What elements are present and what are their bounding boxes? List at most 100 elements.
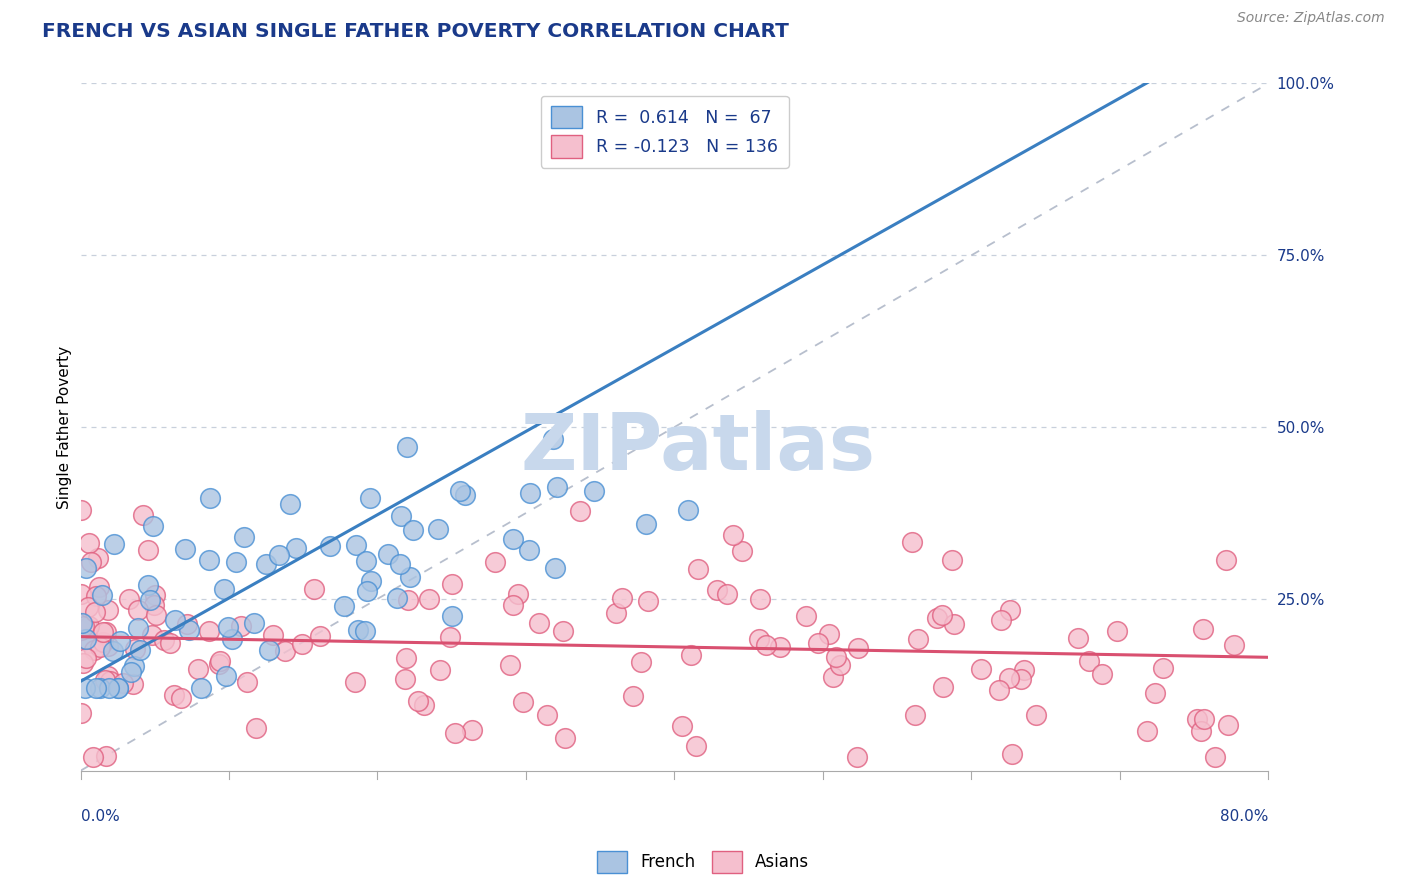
Point xyxy=(221,632,243,646)
Point xyxy=(163,688,186,702)
Point xyxy=(72,656,94,670)
Point xyxy=(245,721,267,735)
Point xyxy=(716,587,738,601)
Point xyxy=(441,576,464,591)
Point xyxy=(569,504,592,518)
Point xyxy=(118,591,141,606)
Point xyxy=(1107,624,1129,638)
Text: ZIPatlas: ZIPatlas xyxy=(520,409,876,485)
Point xyxy=(846,640,869,655)
Legend: French, Asians: French, Asians xyxy=(591,845,815,880)
Point xyxy=(254,557,277,571)
Point xyxy=(257,642,280,657)
Point xyxy=(990,613,1012,627)
Point xyxy=(73,619,96,633)
Point xyxy=(87,580,110,594)
Point xyxy=(502,532,524,546)
Point xyxy=(406,694,429,708)
Point xyxy=(208,657,231,672)
Point xyxy=(177,623,200,637)
Point xyxy=(748,592,770,607)
Point xyxy=(347,623,370,637)
Point xyxy=(506,587,529,601)
Point xyxy=(721,527,744,541)
Point xyxy=(136,578,159,592)
Point xyxy=(931,607,953,622)
Point xyxy=(388,557,411,571)
Point xyxy=(141,628,163,642)
Point xyxy=(502,598,524,612)
Point xyxy=(77,619,100,633)
Point xyxy=(356,584,378,599)
Point xyxy=(1191,622,1213,636)
Point xyxy=(284,541,307,555)
Point xyxy=(69,502,91,516)
Point xyxy=(1222,638,1244,652)
Point xyxy=(214,669,236,683)
Point xyxy=(449,483,471,498)
Point xyxy=(84,605,107,619)
Point xyxy=(120,665,142,679)
Point xyxy=(243,615,266,630)
Point xyxy=(1194,712,1216,726)
Point xyxy=(519,486,541,500)
Point xyxy=(138,593,160,607)
Point xyxy=(395,650,418,665)
Point xyxy=(536,708,558,723)
Point xyxy=(901,534,924,549)
Point xyxy=(190,681,212,696)
Point xyxy=(426,522,449,536)
Point xyxy=(730,544,752,558)
Point xyxy=(636,516,658,531)
Point xyxy=(262,628,284,642)
Point xyxy=(605,606,627,620)
Point xyxy=(187,662,209,676)
Point xyxy=(484,555,506,569)
Point xyxy=(225,555,247,569)
Point xyxy=(461,723,484,737)
Text: FRENCH VS ASIAN SINGLE FATHER POVERTY CORRELATION CHART: FRENCH VS ASIAN SINGLE FATHER POVERTY CO… xyxy=(42,22,789,41)
Point xyxy=(94,673,117,688)
Point xyxy=(941,553,963,567)
Point xyxy=(440,609,463,624)
Point xyxy=(143,598,166,612)
Point xyxy=(96,624,118,639)
Point xyxy=(75,651,97,665)
Point xyxy=(825,649,848,664)
Point xyxy=(142,519,165,533)
Point xyxy=(70,706,93,720)
Point xyxy=(110,634,132,648)
Point xyxy=(686,562,709,576)
Point xyxy=(413,698,436,712)
Point xyxy=(80,555,103,569)
Point xyxy=(212,582,235,596)
Point xyxy=(925,611,948,625)
Point xyxy=(1001,747,1024,761)
Point xyxy=(389,508,412,523)
Point xyxy=(111,676,134,690)
Point xyxy=(198,553,221,567)
Point xyxy=(360,491,382,505)
Point xyxy=(354,554,377,568)
Point xyxy=(706,582,728,597)
Point xyxy=(806,636,828,650)
Point xyxy=(1216,717,1239,731)
Point xyxy=(107,681,129,696)
Point xyxy=(198,491,221,505)
Point xyxy=(127,621,149,635)
Point xyxy=(794,609,817,624)
Point xyxy=(87,551,110,566)
Point xyxy=(748,632,770,646)
Point xyxy=(333,599,356,613)
Point xyxy=(124,642,146,657)
Point xyxy=(163,613,186,627)
Point xyxy=(681,648,703,662)
Point xyxy=(122,677,145,691)
Point xyxy=(291,637,314,651)
Point xyxy=(519,542,541,557)
Point xyxy=(77,599,100,614)
Point xyxy=(76,621,98,635)
Point xyxy=(1067,632,1090,646)
Point xyxy=(72,616,94,631)
Point xyxy=(998,602,1021,616)
